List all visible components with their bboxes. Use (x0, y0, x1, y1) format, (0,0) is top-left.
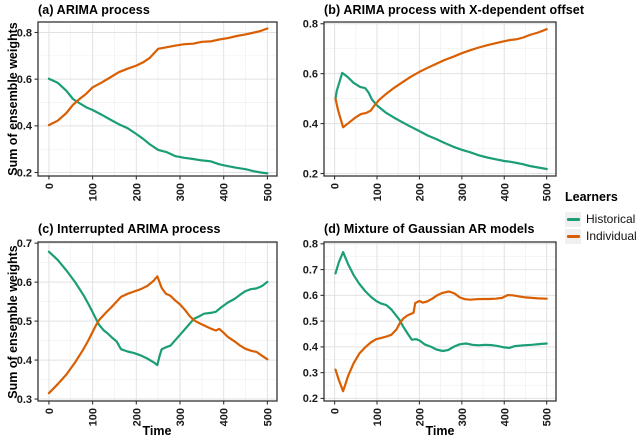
svg-text:0: 0 (330, 183, 342, 189)
panel-a-title: (a) ARIMA process (38, 3, 150, 17)
svg-text:0.4: 0.4 (303, 118, 319, 130)
svg-text:500: 500 (542, 408, 554, 426)
svg-text:400: 400 (219, 183, 231, 201)
svg-text:0.3: 0.3 (17, 394, 32, 406)
svg-text:500: 500 (262, 183, 274, 201)
svg-text:200: 200 (414, 408, 426, 426)
panel-b-plot: 0.2 0.4 0.6 0.8 0 100 200 300 400 500 (303, 19, 557, 201)
svg-text:0.5: 0.5 (303, 316, 318, 328)
legend-key-box (565, 228, 581, 244)
svg-text:0.6: 0.6 (303, 290, 318, 302)
svg-text:100: 100 (372, 183, 384, 201)
svg-text:0: 0 (44, 408, 56, 414)
svg-text:200: 200 (414, 183, 426, 201)
y-axis-title-row1: Sum of ensemble weights (6, 22, 20, 176)
panel-d-plot: 0.2 0.3 0.4 0.5 0.6 0.7 0.8 0 100 200 300 400 500 (303, 239, 557, 426)
legend: Learners Historical Individual (565, 190, 637, 245)
svg-text:0.6: 0.6 (17, 74, 32, 86)
svg-text:0.2: 0.2 (303, 393, 318, 405)
svg-text:0.4: 0.4 (17, 355, 33, 367)
svg-text:0.8: 0.8 (303, 239, 318, 251)
panel-b-title: (b) ARIMA process with X-dependent offse… (324, 3, 585, 17)
svg-text:300: 300 (457, 408, 469, 426)
svg-text:0.6: 0.6 (17, 277, 32, 289)
panel-d-title: (d) Mixture of Gaussian AR models (324, 222, 535, 236)
series-line-historical (47, 77, 269, 175)
panel-c-plot: 0.3 0.4 0.5 0.6 0.7 0 100 200 300 400 500 (17, 238, 278, 426)
series-line-individual (47, 275, 269, 395)
series-line-individual (334, 290, 548, 393)
svg-text:0.6: 0.6 (303, 68, 318, 80)
svg-text:200: 200 (131, 408, 143, 426)
historical-line-swatch-icon (566, 217, 580, 221)
svg-text:0: 0 (330, 408, 342, 414)
svg-text:0.5: 0.5 (17, 316, 32, 328)
svg-text:0: 0 (44, 183, 56, 189)
svg-text:100: 100 (88, 408, 100, 426)
svg-text:0.2: 0.2 (303, 168, 318, 180)
svg-text:400: 400 (499, 183, 511, 201)
svg-text:0.8: 0.8 (17, 27, 32, 39)
x-axis-title-left: Time (142, 424, 172, 438)
svg-text:0.4: 0.4 (17, 121, 33, 133)
individual-line-swatch-icon (566, 234, 580, 238)
series-line-individual (47, 27, 269, 127)
legend-item-label: Historical (586, 212, 636, 226)
legend-item-individual: Individual (565, 228, 637, 244)
panel-a-plot: 0.2 0.4 0.6 0.8 0 100 200 300 400 500 (17, 21, 278, 201)
svg-text:0.4: 0.4 (303, 342, 319, 354)
svg-text:400: 400 (499, 408, 511, 426)
series-line-historical (334, 251, 548, 353)
legend-item-historical: Historical (565, 211, 637, 227)
svg-text:300: 300 (175, 408, 187, 426)
svg-text:300: 300 (457, 183, 469, 201)
series-line-individual (334, 28, 548, 129)
legend-item-label: Individual (586, 229, 637, 243)
svg-text:0.7: 0.7 (17, 238, 32, 250)
svg-text:0.3: 0.3 (303, 367, 318, 379)
svg-text:200: 200 (131, 183, 143, 201)
svg-text:0.7: 0.7 (303, 264, 318, 276)
svg-text:0.2: 0.2 (17, 167, 32, 179)
series-line-historical (334, 71, 548, 171)
legend-title: Learners (565, 190, 618, 204)
y-axis-title-row2: Sum of ensemble weights (6, 245, 20, 399)
panel-c-title: (c) Interrupted ARIMA process (38, 222, 221, 236)
series-line-historical (47, 250, 269, 367)
svg-text:400: 400 (219, 408, 231, 426)
x-axis-title-right: Time (425, 424, 455, 438)
svg-text:500: 500 (262, 408, 274, 426)
svg-text:0.8: 0.8 (303, 19, 318, 31)
svg-text:100: 100 (88, 183, 100, 201)
svg-text:500: 500 (542, 183, 554, 201)
legend-key-box (565, 211, 581, 227)
svg-text:100: 100 (372, 408, 384, 426)
svg-text:300: 300 (175, 183, 187, 201)
